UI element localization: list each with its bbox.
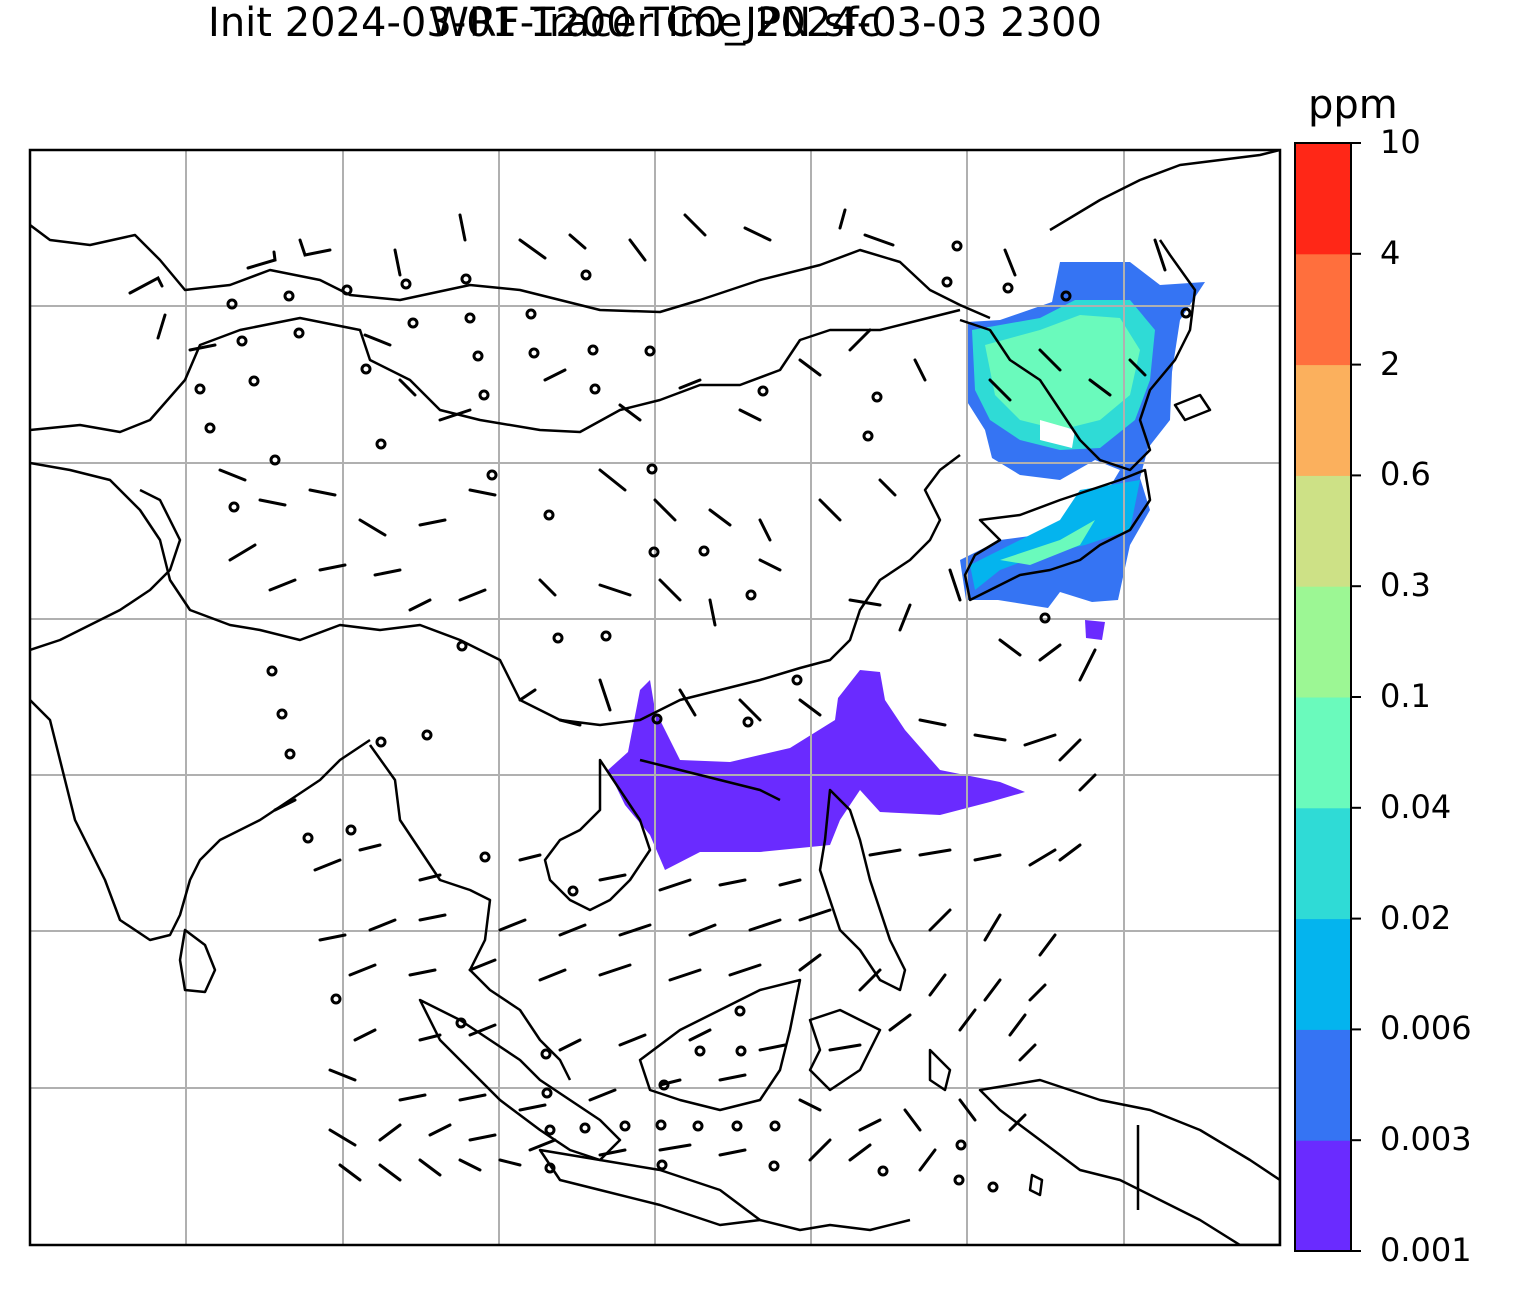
colorbar-segment (1295, 586, 1351, 698)
colorbar-tick-label: 0.003 (1380, 1120, 1472, 1159)
map-title-line1: WRF-Tracer CO_JPN sfc (429, 0, 881, 46)
colorbar-segment (1295, 475, 1351, 587)
colorbar-segment (1295, 364, 1351, 476)
colorbar-tick-label: 10 (1380, 123, 1421, 161)
colorbar (1295, 142, 1361, 1252)
map-border (28, 148, 1282, 1247)
map-gridlines (30, 150, 1280, 1245)
map-title-line2: Init 2024-03-01 1200 Time 2024-03-03 230… (208, 0, 1102, 46)
colorbar-tick-label: 4 (1380, 233, 1401, 272)
colorbar-segment (1295, 1140, 1351, 1252)
colorbar-tick-label: 0.006 (1380, 1009, 1472, 1048)
calm-wind-circles (194, 240, 1192, 1193)
colorbar-tick-label: 0.04 (1380, 787, 1452, 826)
colorbar-tick-label: 0.3 (1380, 566, 1431, 605)
colorbar-segment (1295, 143, 1351, 255)
colorbar-border (1294, 142, 1352, 1252)
colorbar-unit-label: ppm (1308, 82, 1398, 128)
colorbar-segment (1295, 253, 1351, 366)
wind-barbs (128, 208, 1192, 1193)
colorbar-segment (1295, 918, 1351, 1030)
colorbar-segment (1295, 807, 1351, 920)
colorbar-tick-label: 0.1 (1380, 677, 1431, 715)
colorbar-tick-label: 2 (1380, 344, 1401, 383)
colorbar-segment (1295, 697, 1351, 809)
tracer-plume-south-china-sea (608, 670, 1025, 870)
colorbar-tick-label: 0.02 (1380, 898, 1452, 937)
tracer-plume-japan (960, 262, 1205, 640)
colorbar-segment (1295, 1029, 1351, 1141)
colorbar-tick-label: 0.6 (1380, 455, 1431, 494)
colorbar-tick-label: 0.001 (1380, 1231, 1472, 1269)
